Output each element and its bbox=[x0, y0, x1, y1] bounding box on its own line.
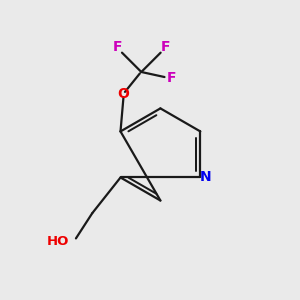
Text: N: N bbox=[200, 170, 212, 184]
Text: F: F bbox=[166, 71, 176, 85]
Text: F: F bbox=[161, 40, 171, 54]
Text: F: F bbox=[113, 40, 122, 54]
Text: HO: HO bbox=[47, 235, 69, 248]
Text: O: O bbox=[118, 87, 129, 101]
